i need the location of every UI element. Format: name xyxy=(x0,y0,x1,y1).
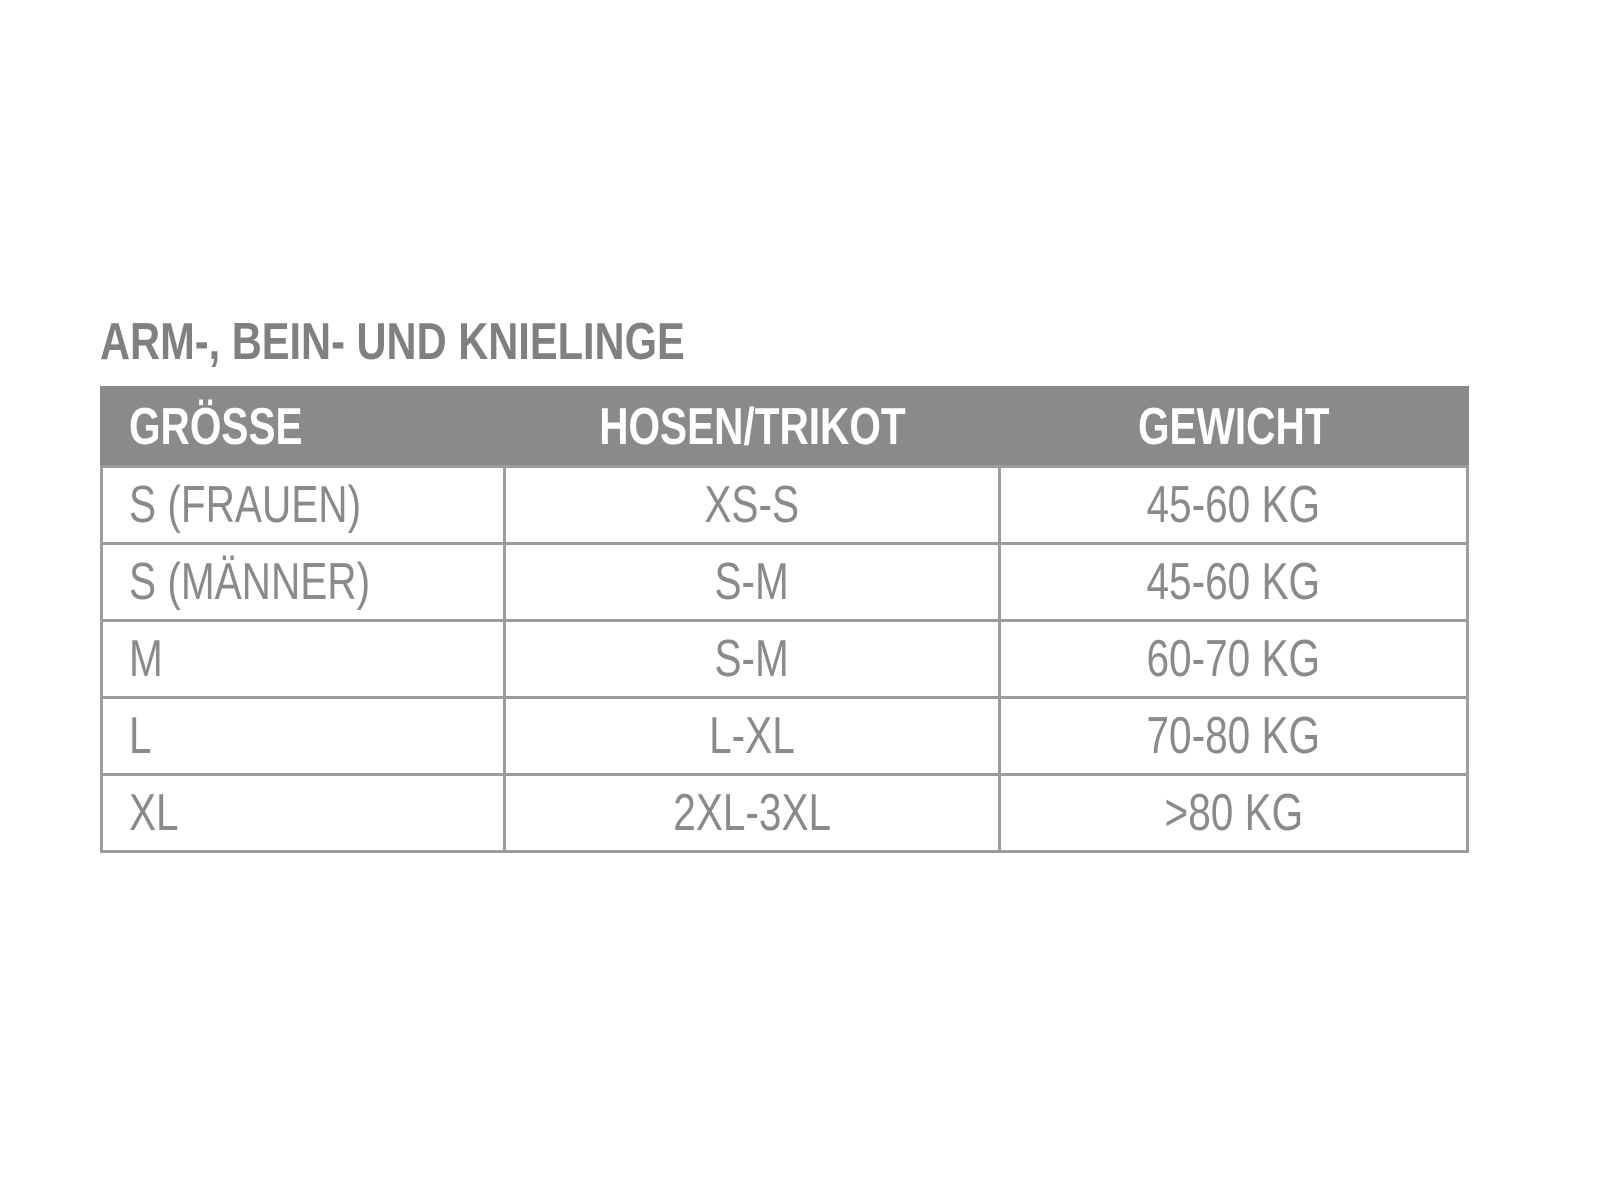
table-row: L L-XL 70-80 KG xyxy=(100,696,1469,776)
page-title: ARM-, BEIN- UND KNIELINGE xyxy=(100,313,685,371)
size-cell: XL xyxy=(100,773,506,853)
header-hosen-trikot: HOSEN/TRIKOT xyxy=(503,386,1001,468)
table-header-row: GRÖSSE HOSEN/TRIKOT GEWICHT xyxy=(100,386,1469,468)
hosen-trikot-cell: 2XL-3XL xyxy=(503,773,1001,853)
weight-cell: 70-80 KG xyxy=(998,696,1469,776)
size-cell: L xyxy=(100,696,506,776)
hosen-trikot-cell: S-M xyxy=(503,619,1001,699)
size-cell: S (FRAUEN) xyxy=(100,465,506,545)
weight-cell: >80 KG xyxy=(998,773,1469,853)
table-row: M S-M 60-70 KG xyxy=(100,619,1469,699)
header-groesse: GRÖSSE xyxy=(100,386,506,468)
table-row: S (FRAUEN) XS-S 45-60 KG xyxy=(100,465,1469,545)
hosen-trikot-cell: L-XL xyxy=(503,696,1001,776)
hosen-trikot-cell: S-M xyxy=(503,542,1001,622)
weight-cell: 45-60 KG xyxy=(998,542,1469,622)
header-gewicht: GEWICHT xyxy=(998,386,1469,468)
hosen-trikot-cell: XS-S xyxy=(503,465,1001,545)
table-row: XL 2XL-3XL >80 KG xyxy=(100,773,1469,853)
size-cell: M xyxy=(100,619,506,699)
weight-cell: 45-60 KG xyxy=(998,465,1469,545)
size-cell: S (MÄNNER) xyxy=(100,542,506,622)
weight-cell: 60-70 KG xyxy=(998,619,1469,699)
size-table: GRÖSSE HOSEN/TRIKOT GEWICHT S (FRAUEN) XS… xyxy=(100,386,1469,853)
table-row: S (MÄNNER) S-M 45-60 KG xyxy=(100,542,1469,622)
